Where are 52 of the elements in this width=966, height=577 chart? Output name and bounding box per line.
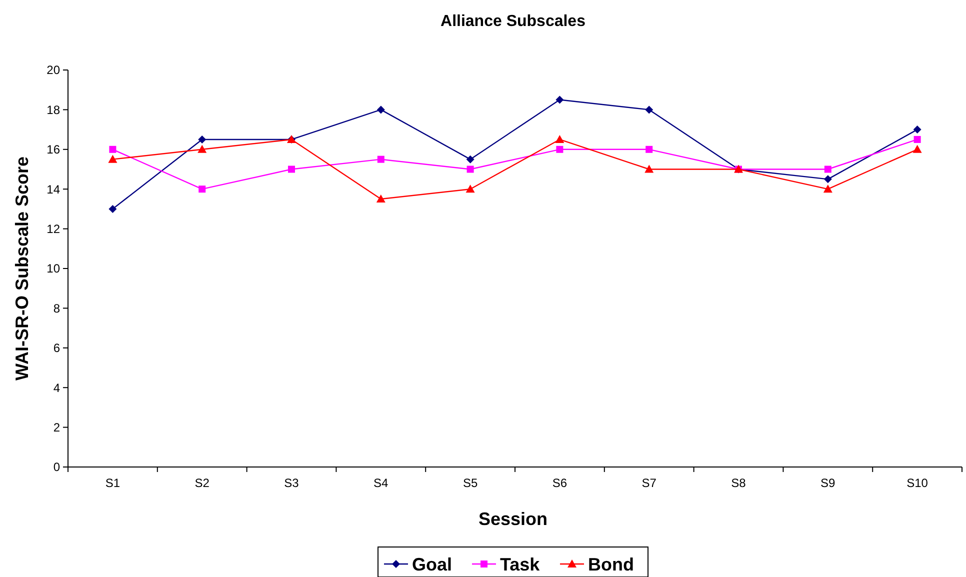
point <box>824 166 832 173</box>
point <box>376 194 386 203</box>
y-tick-label: 6 <box>53 341 60 356</box>
x-tick-label: S5 <box>462 476 478 490</box>
point <box>646 146 653 153</box>
point <box>824 175 832 184</box>
y-tick-label: 8 <box>53 301 60 316</box>
y-tick-label: 10 <box>46 262 60 276</box>
point <box>109 146 116 153</box>
point <box>108 154 118 163</box>
legend-label: Bond <box>588 554 634 574</box>
y-tick-label: 16 <box>46 142 60 157</box>
point <box>912 144 922 153</box>
x-tick-label: S8 <box>731 476 746 490</box>
point <box>288 166 295 173</box>
point <box>556 146 564 153</box>
x-tick-label: S7 <box>642 476 657 490</box>
point <box>466 166 474 173</box>
point <box>466 184 475 193</box>
point <box>644 164 654 173</box>
point <box>645 106 654 114</box>
point <box>198 135 206 144</box>
point <box>376 106 385 114</box>
y-tick-label: 20 <box>46 63 60 78</box>
y-axis-title: WAI-SR-O Subscale Score <box>12 156 32 381</box>
y-tick-label: 0 <box>53 460 60 474</box>
x-tick-label: S10 <box>906 476 928 490</box>
legend-label: Task <box>500 554 541 574</box>
y-tick-label: 18 <box>46 102 60 117</box>
x-tick-label: S9 <box>820 476 836 490</box>
x-tick-label: S4 <box>374 476 389 490</box>
x-tick-label: S3 <box>284 476 300 490</box>
legend-label: Goal <box>412 554 452 574</box>
x-tick-label: S2 <box>194 476 210 490</box>
x-tick-label: S1 <box>105 476 120 490</box>
point <box>913 126 922 134</box>
point <box>198 186 206 193</box>
x-tick-label: S6 <box>552 476 568 490</box>
point <box>198 144 207 153</box>
point <box>823 184 832 193</box>
point <box>914 136 921 143</box>
y-tick-label: 12 <box>46 222 60 236</box>
chart-title: Alliance Subscales <box>440 13 586 30</box>
point <box>466 155 474 164</box>
point <box>108 204 117 213</box>
x-axis-title: Session <box>478 509 548 529</box>
point <box>377 156 384 163</box>
point <box>556 96 564 104</box>
point <box>555 134 564 143</box>
y-tick-label: 14 <box>46 182 60 196</box>
y-tick-label: 4 <box>53 380 60 395</box>
y-tick-label: 2 <box>53 420 60 434</box>
